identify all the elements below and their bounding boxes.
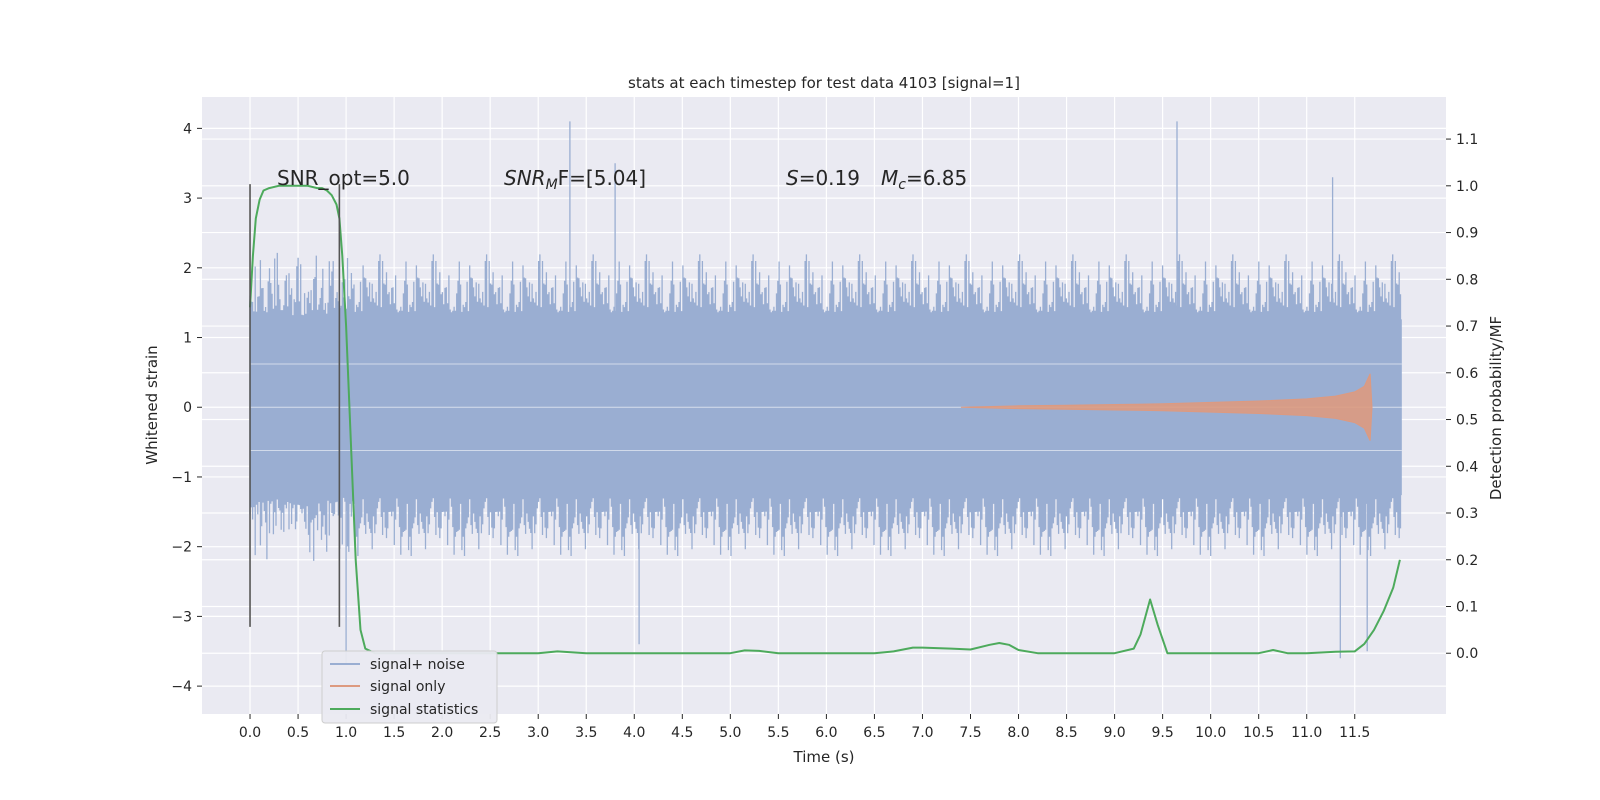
x-tick-label: 5.5 [767,725,789,741]
y2-tick-label: 1.1 [1456,132,1478,148]
annotation-s-symbol: S [786,166,799,190]
x-tick-label: 11.5 [1339,725,1370,741]
x-tick-label: 7.0 [911,725,933,741]
annotation-snr-mf: SNRMF=[5.04] [504,166,646,193]
y-tick-label: −1 [171,470,192,486]
y-tick-label: −4 [171,679,192,695]
annotation-s-value: =0.19 [799,166,860,190]
annotation-mc-symbol: M [881,166,898,190]
tick-labels: 0.0 0.5 1.0 1.5 2.0 2.5 3.0 3.5 4.0 4.5 5.0 5.5 6.0 6… [171,121,1478,741]
x-tick-label: 4.0 [623,725,645,741]
x-tick-label: 4.5 [671,725,693,741]
annotation-snr-opt: SNR_opt=5.0 [277,166,410,190]
legend-label-signal-statistics: signal statistics [370,702,478,718]
y2-tick-label: 0.9 [1456,226,1478,242]
y-tick-label: 3 [183,191,192,207]
legend: signal+ noise signal only signal statist… [321,650,498,724]
x-tick-label: 11.0 [1291,725,1322,741]
series-signal-statistics-line [249,184,1401,655]
y2-tick-label: 0.7 [1456,319,1478,335]
y-tick-label: −2 [171,540,192,556]
annotation-mc-subscript: c [898,177,906,193]
x-tick-label: 6.5 [863,725,885,741]
x-tick-label: 3.5 [575,725,597,741]
x-tick-label: 2.0 [431,725,453,741]
x-tick-label: 9.0 [1103,725,1125,741]
y2-tick-label: 0.6 [1456,366,1478,382]
y2-tick-label: 0.5 [1456,413,1478,429]
x-tick-label: 2.5 [479,725,501,741]
y2-tick-label: 0.8 [1456,272,1478,288]
y2-tick-label: 1.0 [1456,179,1478,195]
annotation-mc-value: =6.85 [906,166,967,190]
x-tick-label: 10.5 [1243,725,1274,741]
legend-label-signal-only: signal only [370,679,445,695]
x-tick-label: 10.0 [1195,725,1226,741]
y-tick-label: 4 [183,121,192,137]
x-tick-label: 3.0 [527,725,549,741]
chart-title: stats at each timestep for test data 410… [628,74,1020,92]
x-tick-label: 8.0 [1007,725,1029,741]
y2-axis-label: Detection probability/MF [1487,316,1505,500]
vertical-markers [249,184,341,627]
annotation-mc: Mc=6.85 [881,166,967,193]
annotation-snr-mf-subscript: M [546,177,558,193]
legend-label-signal-noise: signal+ noise [370,657,465,673]
y2-tick-label: 0.3 [1456,506,1478,522]
x-axis-label: Time (s) [793,748,855,766]
y-axis-label: Whitened strain [143,345,161,464]
annotation-s: S=0.19 [786,166,860,190]
y2-tick-label: 0.0 [1456,646,1478,662]
x-tick-label: 8.5 [1055,725,1077,741]
y-tick-label: 2 [183,261,192,277]
series-layer [249,121,1402,666]
x-tick-label: 0.0 [239,725,261,741]
x-tick-label: 1.5 [383,725,405,741]
y-tick-label: 0 [183,400,192,416]
legend-box [321,650,498,724]
y-tick-label: 1 [183,331,192,347]
x-tick-label: 5.0 [719,725,741,741]
x-tick-label: 1.0 [335,725,357,741]
y2-tick-label: 0.1 [1456,599,1478,615]
annotation-snr-mf-value: F=[5.04] [558,166,646,190]
x-tick-label: 6.0 [815,725,837,741]
annotation-snr-mf-symbol: SNR [504,166,546,190]
series-signal-only-line [960,373,1373,441]
y2-tick-label: 0.2 [1456,553,1478,569]
x-tick-label: 7.5 [959,725,981,741]
x-tick-label: 9.5 [1151,725,1173,741]
x-tick-label: 0.5 [287,725,309,741]
y-tick-label: −3 [171,609,192,625]
y2-tick-label: 0.4 [1456,459,1478,475]
